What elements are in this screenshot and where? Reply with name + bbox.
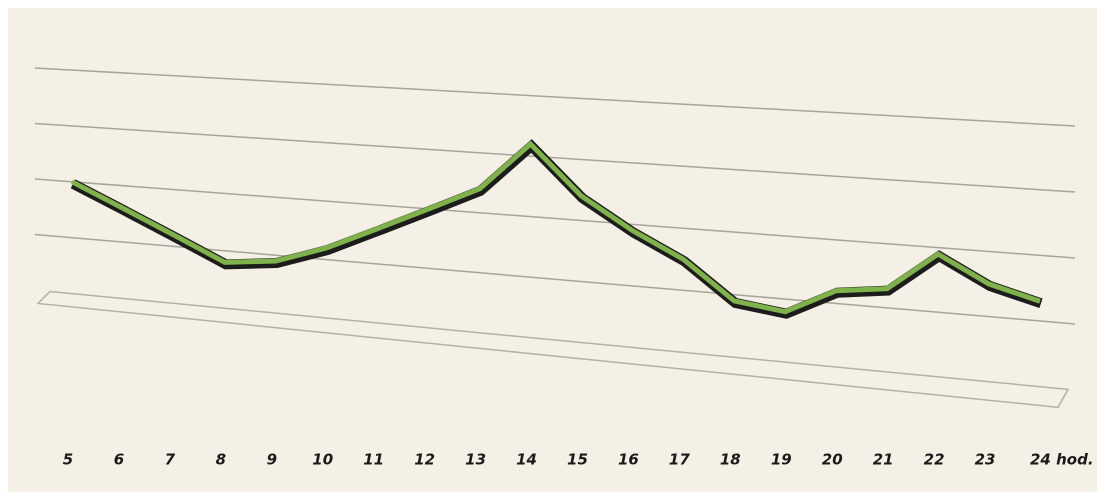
x-tick-label: 19 xyxy=(771,451,792,469)
x-tick-label: 14 xyxy=(516,451,537,469)
x-tick-label: 5 xyxy=(63,451,73,469)
x-tick-label: 18 xyxy=(720,451,741,469)
x-tick-label: 16 xyxy=(618,451,639,469)
line xyxy=(70,140,1041,315)
x-tick-label: 24 hod. xyxy=(1030,451,1094,469)
grid-line xyxy=(34,178,1076,259)
x-tick-label: 11 xyxy=(363,451,384,469)
floor xyxy=(36,290,1070,409)
panel xyxy=(8,8,1097,492)
x-tick-label: 10 xyxy=(312,451,333,469)
x-tick-label: 8 xyxy=(216,451,226,469)
x-tick-label: 23 xyxy=(975,451,996,469)
x-tick-label: 7 xyxy=(165,451,176,469)
x-tick-label: 12 xyxy=(414,451,435,469)
x-tick-label: 22 xyxy=(924,451,945,469)
x-tick-label: 21 xyxy=(873,451,894,469)
x-tick-label: 9 xyxy=(267,451,277,469)
x-tick-label: 17 xyxy=(669,451,690,469)
x-tick-label: 15 xyxy=(567,451,588,469)
x-tick-label: 20 xyxy=(822,451,843,469)
grid-line xyxy=(34,122,1076,193)
x-tick-label: 6 xyxy=(114,451,124,469)
grid-line xyxy=(34,67,1076,127)
x-tick-label: 13 xyxy=(465,451,486,469)
